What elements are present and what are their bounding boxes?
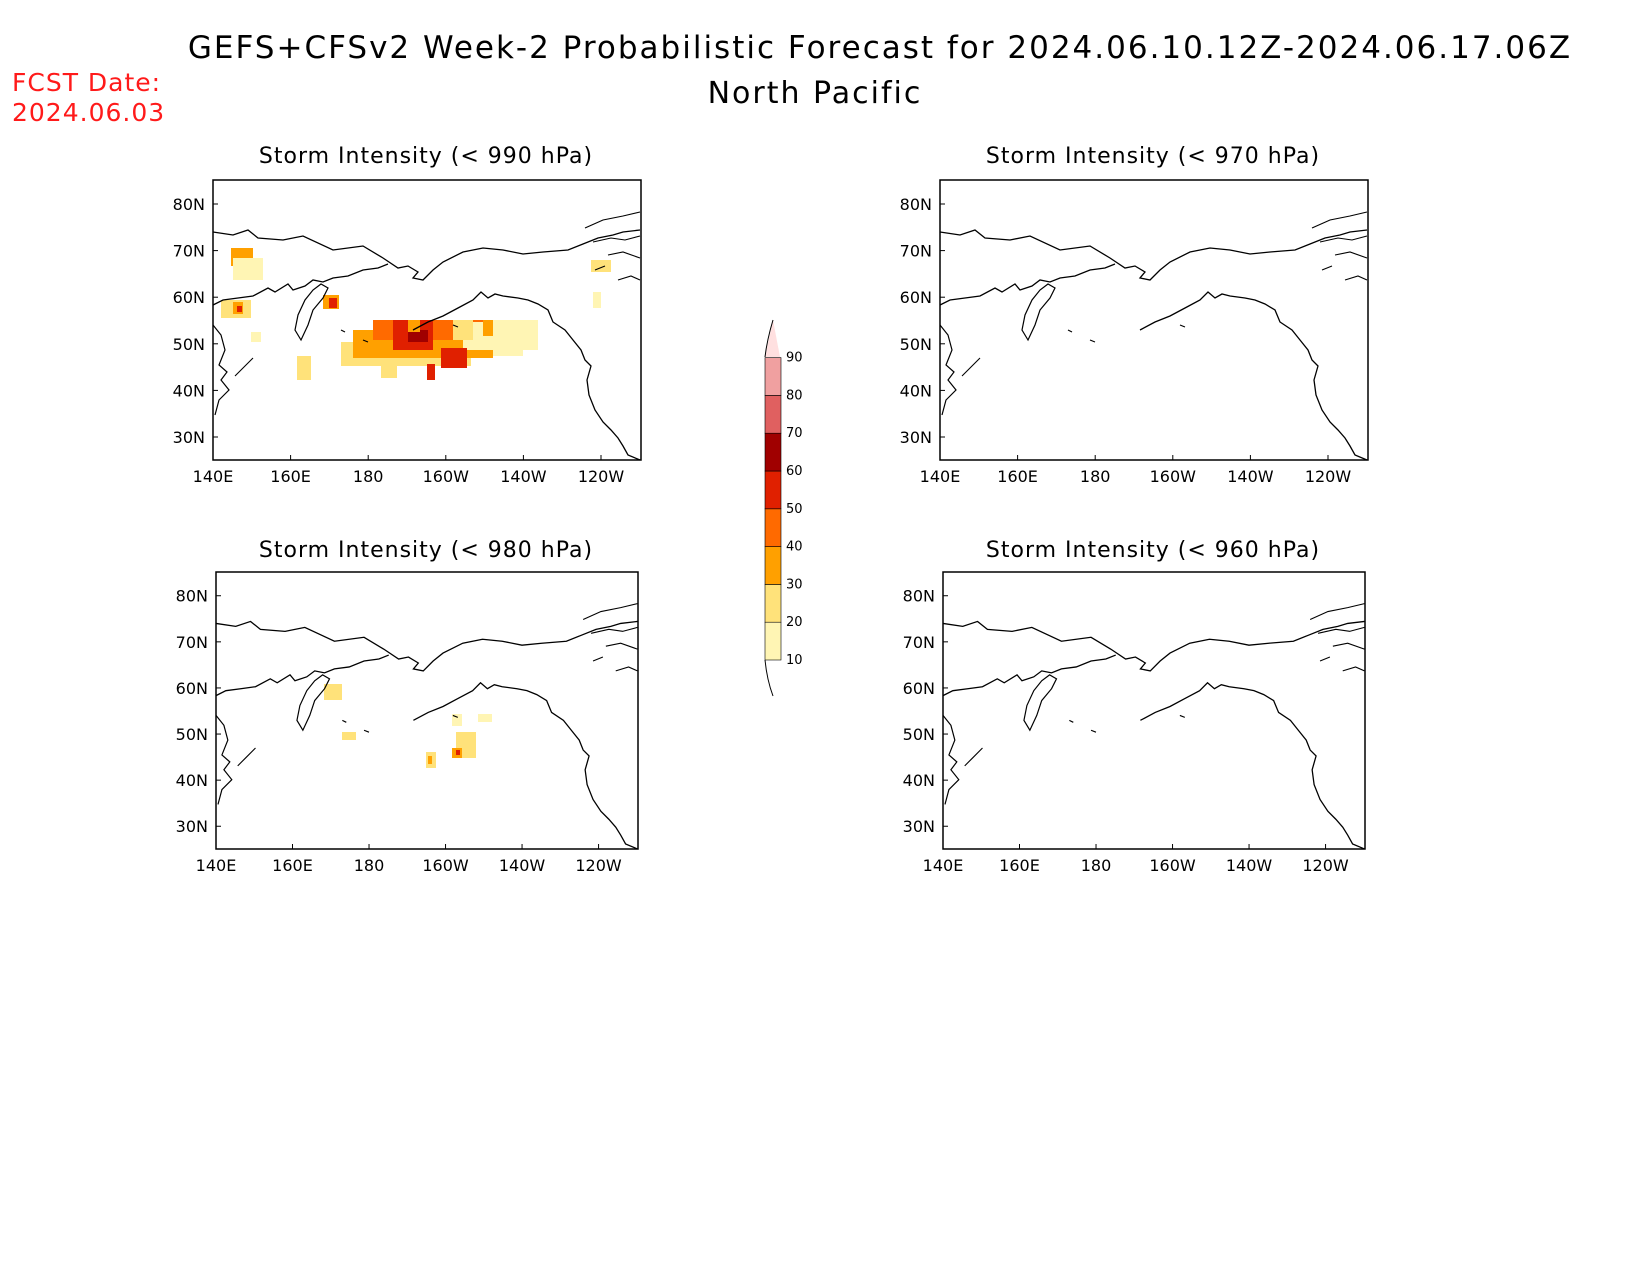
lat-tick-label: 30N <box>173 428 205 447</box>
lat-tick-label: 40N <box>900 381 932 400</box>
forecast-title: GEFS+CFSv2 Week-2 Probabilistic Forecast… <box>187 30 1573 66</box>
lat-tick-label: 30N <box>176 817 208 836</box>
lat-tick-label: 60N <box>900 288 932 307</box>
colorbar-level-label: 30 <box>786 577 803 592</box>
fcst-date-block: FCST Date: 2024.06.03 <box>12 68 165 128</box>
lat-tick-label: 50N <box>173 335 205 354</box>
lon-tick-label: 160E <box>270 467 311 486</box>
panel-990: Storm Intensity (< 990 hPa) <box>212 144 642 461</box>
lon-tick-label: 140E <box>196 856 237 875</box>
colorbar-swatch <box>764 432 782 472</box>
lat-tick-label: 80N <box>900 195 932 214</box>
lon-tick-label: 180 <box>1080 467 1111 486</box>
lon-tick-label: 140W <box>1226 856 1273 875</box>
lon-tick-label: 140E <box>920 467 961 486</box>
lat-tick-label: 70N <box>903 633 935 652</box>
probability-shading-980 <box>324 684 492 768</box>
panel-980-title: Storm Intensity (< 980 hPa) <box>259 538 593 563</box>
axis-labels-bottom: 140E 160E 180 160W 140W 120W 80N 70N 60N 50N 40N 30… <box>176 587 1349 875</box>
lat-tick-label: 40N <box>176 771 208 790</box>
axis-labels-top: 140E 160E 180 160W 140W 120W 80N 70N 60N 50N 40N 30… <box>173 195 1352 486</box>
lon-tick-label: 140E <box>193 467 234 486</box>
panel-960-title: Storm Intensity (< 960 hPa) <box>986 538 1320 563</box>
colorbar-swatch <box>764 357 782 396</box>
colorbar-swatch <box>764 584 782 623</box>
lon-tick-label: 160W <box>423 467 470 486</box>
lat-tick-label: 80N <box>176 587 208 606</box>
lon-tick-label: 140W <box>499 856 546 875</box>
lat-tick-label: 60N <box>903 679 935 698</box>
lon-tick-label: 180 <box>1081 856 1112 875</box>
lon-tick-label: 160E <box>999 856 1040 875</box>
panel-990-title: Storm Intensity (< 990 hPa) <box>259 144 593 169</box>
lon-tick-label: 160E <box>997 467 1038 486</box>
lat-tick-label: 50N <box>900 335 932 354</box>
lon-tick-label: 180 <box>353 467 384 486</box>
probability-shading-990 <box>221 248 611 380</box>
lon-tick-label: 180 <box>354 856 385 875</box>
region-subtitle: North Pacific <box>707 76 923 111</box>
probability-colorbar: 10 20 30 40 50 60 70 80 90 <box>764 319 803 697</box>
lon-tick-label: 160W <box>1150 467 1197 486</box>
panel-960: Storm Intensity (< 960 hPa) <box>942 538 1366 850</box>
lon-tick-label: 140W <box>500 467 547 486</box>
panel-970: Storm Intensity (< 970 hPa) <box>939 144 1369 461</box>
colorbar-level-label: 20 <box>786 615 803 630</box>
lat-tick-label: 50N <box>176 725 208 744</box>
lat-tick-label: 40N <box>903 771 935 790</box>
lat-tick-label: 70N <box>173 242 205 261</box>
colorbar-level-label: 40 <box>786 540 803 555</box>
colorbar-swatch <box>764 470 782 510</box>
colorbar-level-label: 80 <box>786 388 803 403</box>
lon-tick-label: 160W <box>1149 856 1196 875</box>
lon-tick-label: 120W <box>1305 467 1352 486</box>
colorbar-level-label: 70 <box>786 426 803 441</box>
lon-tick-label: 120W <box>575 856 622 875</box>
lat-tick-label: 60N <box>173 288 205 307</box>
lat-tick-label: 30N <box>903 817 935 836</box>
fcst-date-label: FCST Date: <box>12 68 162 97</box>
lat-tick-label: 70N <box>900 242 932 261</box>
lat-tick-label: 80N <box>173 195 205 214</box>
lon-tick-label: 120W <box>578 467 625 486</box>
colorbar-level-label: 60 <box>786 464 803 479</box>
lon-tick-label: 140E <box>923 856 964 875</box>
panel-970-title: Storm Intensity (< 970 hPa) <box>986 144 1320 169</box>
colorbar-swatch <box>764 395 782 434</box>
lon-tick-label: 160W <box>422 856 469 875</box>
lat-tick-label: 80N <box>903 587 935 606</box>
colorbar-level-label: 10 <box>786 653 803 668</box>
colorbar-swatch <box>764 621 782 661</box>
lat-tick-label: 70N <box>176 633 208 652</box>
colorbar-swatch <box>764 546 782 585</box>
lat-tick-label: 30N <box>900 428 932 447</box>
colorbar-level-label: 90 <box>786 351 803 366</box>
colorbar-swatch <box>764 508 782 547</box>
lat-tick-label: 40N <box>173 381 205 400</box>
lat-tick-label: 50N <box>903 725 935 744</box>
lon-tick-label: 140W <box>1227 467 1274 486</box>
fcst-date-value: 2024.06.03 <box>12 98 166 127</box>
colorbar-level-label: 50 <box>786 502 803 517</box>
lon-tick-label: 160E <box>272 856 313 875</box>
lon-tick-label: 120W <box>1302 856 1349 875</box>
panel-980: Storm Intensity (< 980 hPa) <box>215 538 639 850</box>
lat-tick-label: 60N <box>176 679 208 698</box>
